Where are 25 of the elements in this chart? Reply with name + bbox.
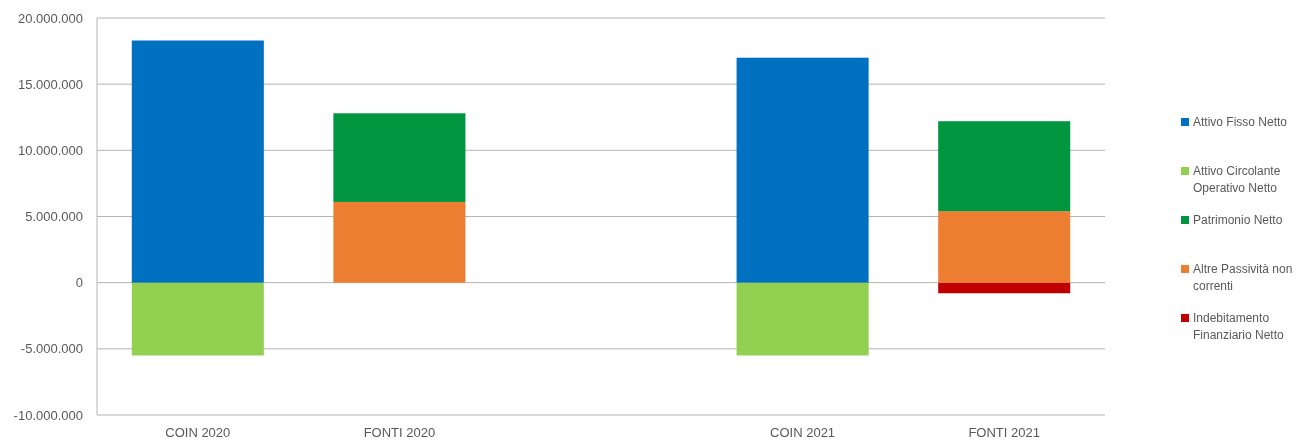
y-tick-label: -10.000.000	[13, 407, 83, 423]
bar	[938, 211, 1071, 283]
legend-label: Attivo Circolante Operativo Netto	[1193, 164, 1281, 195]
y-tick-label: -5.000.000	[20, 341, 83, 357]
legend-label: Patrimonio Netto	[1193, 213, 1283, 227]
y-tick-label: 20.000.000	[17, 10, 83, 26]
bar	[131, 40, 264, 283]
y-tick-label: 10.000.000	[17, 142, 83, 158]
x-tick-label: COIN 2021	[770, 424, 836, 440]
y-tick-label: 5.000.000	[25, 209, 83, 224]
bar	[938, 121, 1071, 212]
bar	[333, 113, 466, 202]
bar	[736, 57, 869, 283]
legend-label: Indebitamento Finanziario Netto	[1193, 311, 1285, 342]
legend-label: Altre Passività non correnti	[1193, 262, 1293, 293]
x-tick-label: FONTI 2020	[363, 424, 436, 440]
x-tick-label: COIN 2020	[165, 424, 231, 440]
legend-label: Attivo Fisso Netto	[1193, 115, 1288, 129]
bar	[736, 282, 869, 356]
y-tick-label: 15.000.000	[17, 76, 83, 92]
bar	[938, 282, 1071, 294]
x-tick-label: FONTI 2021	[968, 424, 1040, 440]
bar	[333, 201, 466, 283]
y-tick-label: 0	[75, 275, 83, 291]
bar	[131, 282, 264, 356]
